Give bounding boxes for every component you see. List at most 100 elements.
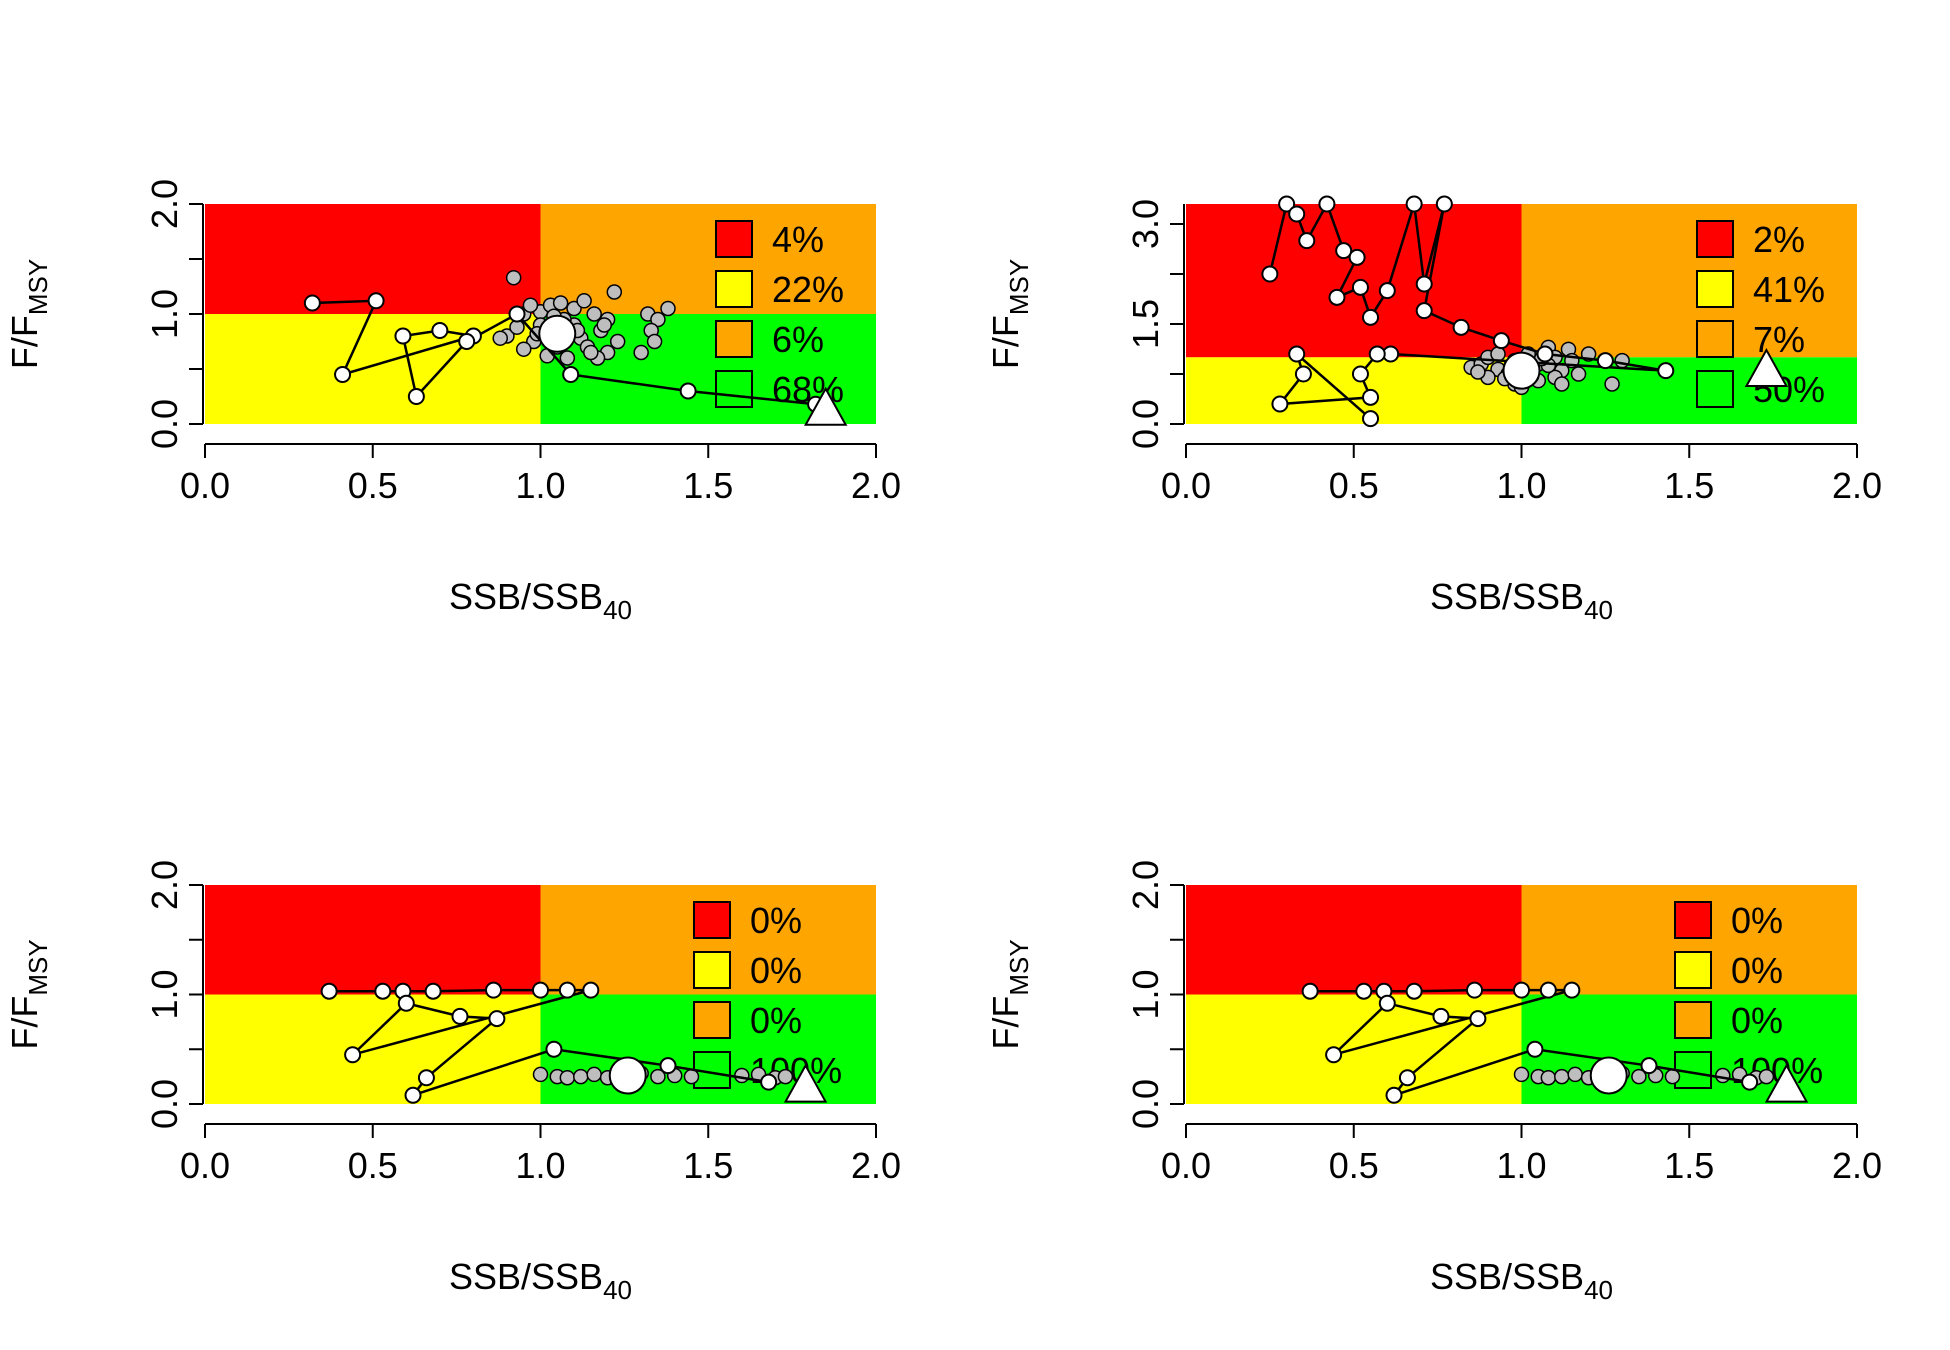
trajectory-point	[1536, 345, 1554, 363]
cloud-point	[576, 293, 592, 309]
x-axis-title-subscript: 40	[1584, 1275, 1613, 1305]
cloud-point	[1554, 1068, 1570, 1085]
y-axis-title-main: F/F	[4, 996, 45, 1050]
cloud-point	[583, 344, 599, 361]
x-axis-title: SSB/SSB40	[449, 576, 632, 625]
trajectory-point	[1640, 1057, 1658, 1075]
trajectory-point	[1405, 982, 1423, 1000]
x-axis-title-main: SSB/SSB	[449, 1256, 603, 1297]
y-tick-label: 3.0	[1125, 199, 1166, 249]
trajectory-point	[1362, 308, 1380, 326]
x-axis-title-subscript: 40	[603, 1275, 632, 1305]
cloud-point	[633, 344, 649, 361]
legend-swatch-green	[715, 370, 753, 408]
trajectory-point	[1335, 242, 1353, 260]
legend-label-red: 4%	[772, 219, 824, 260]
y-tick-label: 1.0	[1125, 969, 1166, 1019]
trajectory-point	[320, 982, 338, 1000]
trajectory-point	[1385, 1086, 1403, 1104]
trajectory-point	[1351, 365, 1369, 383]
trajectory-point	[1432, 1007, 1450, 1025]
x-axis-title-main: SSB/SSB	[449, 576, 603, 617]
trajectory-point	[1657, 362, 1675, 380]
cloud-point	[650, 311, 666, 328]
cloud-point	[1490, 346, 1506, 362]
trajectory-point	[488, 1010, 506, 1028]
cloud-point	[660, 300, 676, 317]
trajectory-line	[312, 299, 816, 406]
trajectory-point	[1325, 1046, 1343, 1064]
legend-label-yellow: 0%	[1731, 950, 1783, 991]
x-axis-title-subscript: 40	[1584, 595, 1613, 625]
trajectory-point	[407, 388, 425, 405]
trajectory-point	[1526, 1040, 1544, 1058]
trajectory-point	[394, 327, 412, 345]
first-year-triangle	[1764, 1063, 1809, 1103]
legend-label-orange: 6%	[772, 319, 824, 360]
cloud-point	[559, 1069, 576, 1086]
x-axis-title-main: SSB/SSB	[1430, 576, 1584, 617]
y-axis-title: F/FMSY	[4, 259, 53, 369]
trajectory-point	[367, 292, 385, 310]
x-axis-title-subscript: 40	[603, 595, 632, 625]
y-tick-label: 1.5	[1125, 299, 1166, 349]
trajectory-point	[1288, 205, 1306, 223]
x-tick-label: 0.5	[348, 1145, 398, 1186]
cloud-point	[492, 330, 508, 346]
x-tick-label: 0.5	[1329, 1145, 1379, 1186]
x-tick-label: 1.5	[1664, 465, 1714, 506]
y-tick-label: 0.0	[1125, 1079, 1166, 1129]
trajectory-point	[1362, 410, 1380, 428]
y-axis-title-subscript: MSY	[1004, 259, 1034, 315]
cloud-point	[609, 333, 626, 350]
legend-label-red: 2%	[1753, 219, 1805, 260]
trajectory-point	[1298, 232, 1316, 250]
y-tick-label: 2.0	[144, 860, 185, 910]
legend-swatch-yellow	[693, 951, 731, 989]
x-axis-title: SSB/SSB40	[449, 1256, 632, 1305]
trajectory-point	[1328, 288, 1346, 306]
cloud-point	[559, 350, 576, 366]
y-axis-title-main: F/F	[985, 996, 1026, 1050]
current-status-point	[538, 314, 577, 353]
legend-swatch-red	[1674, 901, 1712, 939]
trajectory-point	[1405, 195, 1423, 213]
legend-swatch-red	[715, 220, 753, 258]
current-status-point	[1589, 1056, 1628, 1095]
legend-label-orange: 0%	[750, 1000, 802, 1041]
trajectory-point	[1435, 195, 1453, 213]
y-axis-title-main: F/F	[4, 315, 45, 369]
trajectory-point	[1288, 345, 1306, 363]
legend-swatch-orange	[1674, 1001, 1712, 1039]
trajectory-point	[424, 982, 442, 1000]
trajectory-point	[1563, 981, 1581, 999]
x-tick-label: 0.0	[180, 465, 230, 506]
y-axis-title: F/FMSY	[4, 939, 53, 1049]
trajectory-point	[458, 333, 476, 350]
trajectory-point	[532, 981, 549, 999]
x-tick-label: 0.0	[1161, 465, 1211, 506]
x-tick-label: 1.0	[1496, 1145, 1546, 1186]
legend-swatch-green	[1696, 370, 1734, 408]
data-layer	[1301, 981, 1809, 1104]
trajectory-point	[1355, 982, 1373, 1000]
x-tick-label: 1.5	[683, 465, 733, 506]
y-axis-title-subscript: MSY	[23, 939, 53, 995]
cloud-point	[1631, 1068, 1647, 1085]
cloud-point	[552, 295, 569, 311]
cloud-point	[1554, 376, 1570, 392]
quadrant-overfished-overfishing	[1186, 885, 1522, 995]
x-tick-label: 0.0	[1161, 1145, 1211, 1186]
trajectory-point	[1378, 994, 1396, 1012]
trajectory-point	[431, 322, 449, 339]
trajectory-point	[1301, 982, 1319, 1000]
trajectory-point	[1452, 318, 1470, 336]
trajectory-point	[679, 382, 697, 400]
current-status-point	[1502, 351, 1541, 390]
cloud-point	[1567, 1066, 1583, 1083]
quadrant-overfishing	[1521, 204, 1857, 358]
cloud-point	[505, 269, 522, 286]
data-layer	[320, 981, 828, 1104]
trajectory-point	[1368, 345, 1386, 363]
x-tick-label: 1.0	[515, 1145, 565, 1186]
